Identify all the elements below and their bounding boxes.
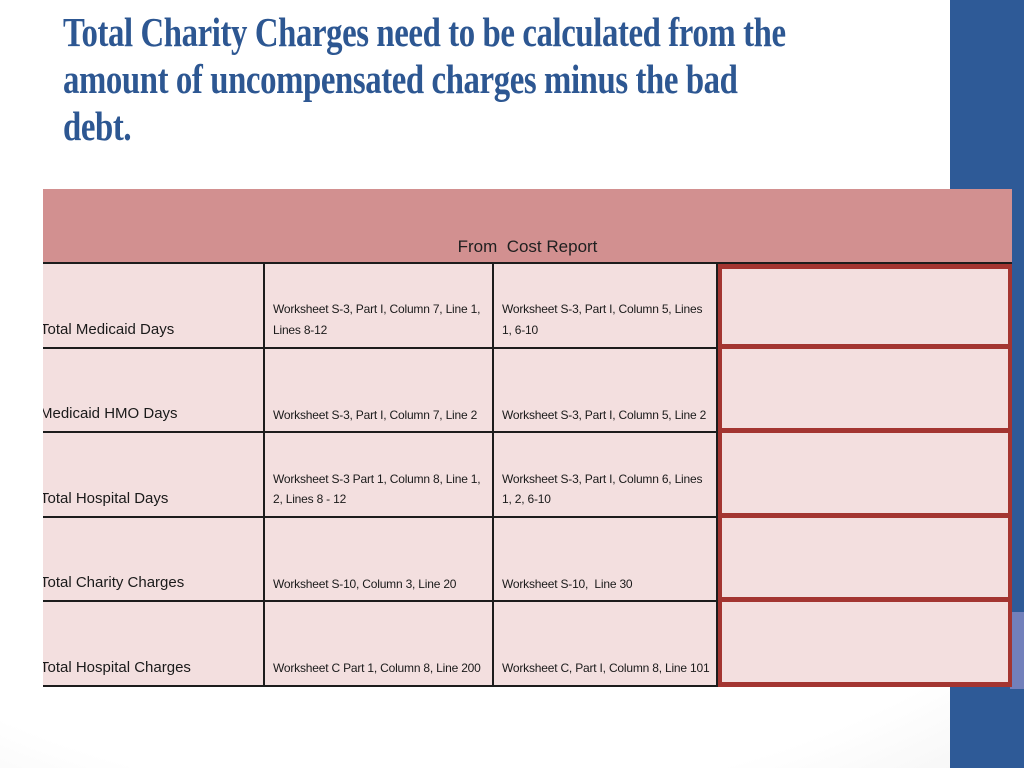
table-header-label: From Cost Report <box>457 237 598 256</box>
cost-report-ref-primary: Worksheet S-10, Column 3, Line 20 <box>263 517 492 603</box>
cost-report-ref-secondary: Worksheet S-3, Part I, Column 5, Lines 1… <box>492 264 718 349</box>
table-body: Total Medicaid Days Worksheet S-3, Part … <box>43 264 1012 687</box>
row-label: Total Hospital Days <box>43 433 263 518</box>
cost-report-ref-secondary: Worksheet C, Part I, Column 8, Line 101 <box>492 602 718 687</box>
empty-value-cell <box>718 348 1012 434</box>
cost-report-ref-secondary: Worksheet S-3, Part I, Column 5, Line 2 <box>492 348 718 434</box>
empty-value-cell <box>718 433 1012 518</box>
row-label: Total Charity Charges <box>43 517 263 603</box>
empty-value-cell <box>718 264 1012 349</box>
cost-report-ref-primary: Worksheet S-3 Part 1, Column 8, Line 1, … <box>263 433 492 518</box>
row-label: Total Medicaid Days <box>43 264 263 349</box>
empty-value-cell <box>718 517 1012 603</box>
right-accent-bar-light-segment <box>1010 612 1024 689</box>
cost-report-ref-primary: Worksheet C Part 1, Column 8, Line 200 <box>263 602 492 687</box>
empty-value-cell <box>718 602 1012 687</box>
row-label: Medicaid HMO Days <box>43 348 263 434</box>
cost-report-ref-secondary: Worksheet S-3, Part I, Column 6, Lines 1… <box>492 433 718 518</box>
slide-title: Total Charity Charges need to be calcula… <box>63 9 786 149</box>
row-label: Total Hospital Charges <box>43 602 263 687</box>
cost-report-ref-primary: Worksheet S-3, Part I, Column 7, Line 1,… <box>263 264 492 349</box>
cost-report-table: From Cost Report Total Medicaid Days Wor… <box>43 189 1012 687</box>
cost-report-ref-primary: Worksheet S-3, Part I, Column 7, Line 2 <box>263 348 492 434</box>
cost-report-ref-secondary: Worksheet S-10, Line 30 <box>492 517 718 603</box>
table-merged-header-row: From Cost Report <box>43 189 1012 264</box>
